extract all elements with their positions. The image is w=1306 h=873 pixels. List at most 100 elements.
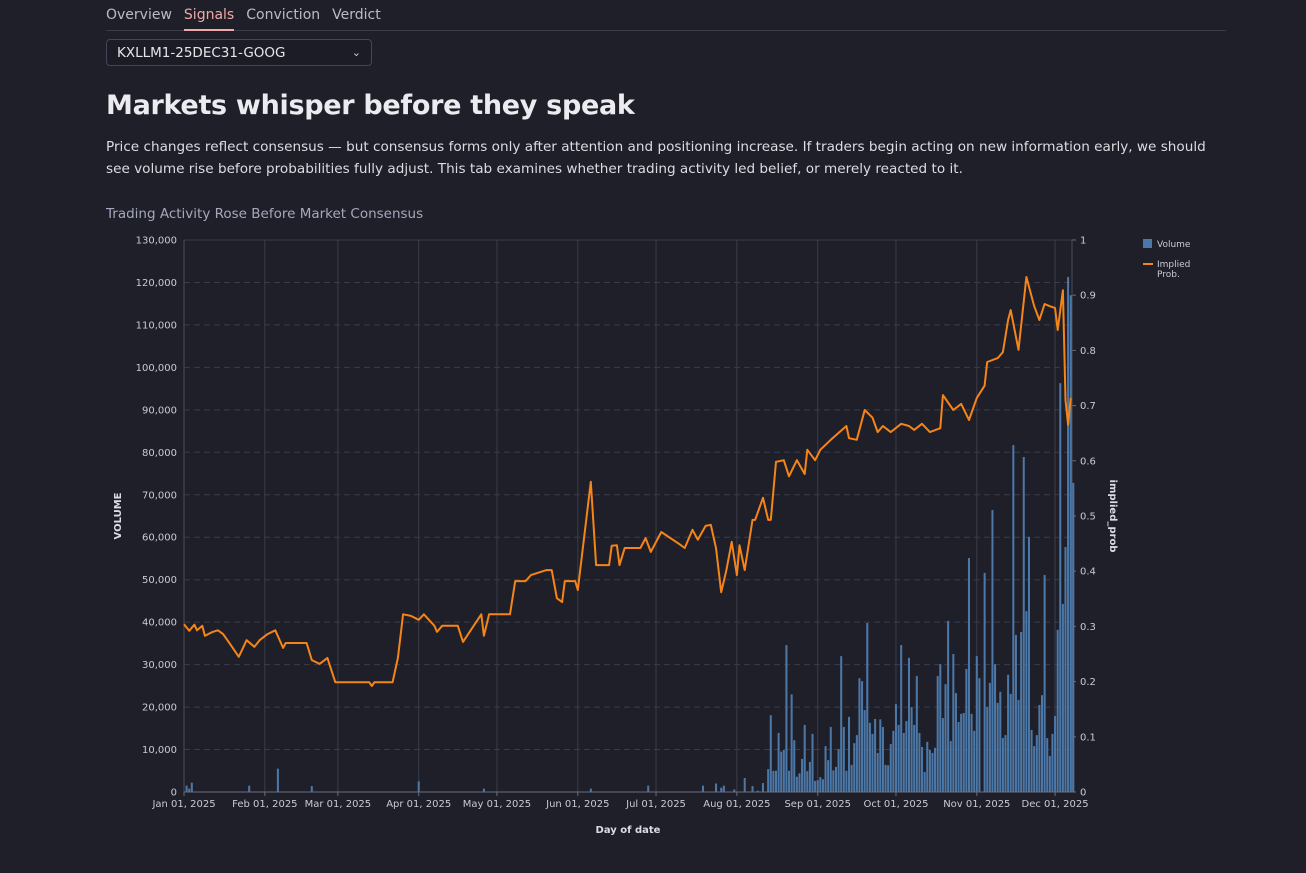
y-tick-label: 0 — [171, 788, 177, 799]
volume-bar — [848, 716, 851, 792]
volume-bar — [970, 713, 973, 792]
volume-bar — [720, 787, 723, 792]
y2-tick-label: 0.2 — [1080, 677, 1096, 688]
volume-bar — [928, 749, 931, 792]
volume-bar — [960, 713, 963, 792]
volume-bar — [1064, 546, 1067, 792]
volume-bar — [589, 788, 592, 792]
volume-bar — [1059, 383, 1062, 792]
x-tick-label: Oct 01, 2025 — [863, 799, 928, 810]
volume-bar — [991, 510, 994, 792]
volume-bar — [777, 732, 780, 792]
x-tick-label: Nov 01, 2025 — [943, 799, 1010, 810]
market-select[interactable]: KXLLM1-25DEC31-GOOG ⌄ — [106, 39, 372, 66]
volume-bar — [785, 645, 788, 792]
y2-tick-label: 0.7 — [1080, 401, 1096, 412]
y2-tick-label: 0.1 — [1080, 732, 1096, 743]
volume-bar — [1061, 603, 1064, 792]
tab-overview[interactable]: Overview — [106, 7, 172, 23]
volume-bar — [248, 785, 251, 792]
volume-bar — [910, 707, 913, 792]
tab-conviction[interactable]: Conviction — [246, 7, 321, 23]
x-tick-label: May 01, 2025 — [463, 799, 531, 810]
volume-bar — [798, 773, 801, 792]
chevron-down-icon: ⌄ — [351, 46, 361, 59]
volume-bar — [832, 770, 835, 792]
y-tick-label: 20,000 — [142, 703, 177, 714]
y2-tick-label: 0.5 — [1080, 512, 1096, 523]
volume-bar — [772, 770, 775, 792]
y2-tick-label: 0 — [1080, 788, 1086, 799]
volume-bar — [806, 771, 809, 792]
volume-bar — [774, 770, 778, 792]
volume-bar — [788, 770, 791, 792]
volume-bar — [715, 783, 718, 792]
volume-bar — [868, 722, 871, 792]
volume-bar — [1051, 733, 1054, 792]
volume-bar — [782, 749, 785, 792]
tab-signals[interactable]: Signals — [183, 0, 235, 31]
y-axis-title: VOLUME — [113, 492, 124, 539]
volume-bar — [900, 645, 903, 792]
y-tick-label: 50,000 — [142, 575, 177, 586]
volume-bar — [986, 707, 989, 792]
y-tick-label: 10,000 — [142, 745, 177, 756]
volume-bar — [996, 702, 999, 792]
volume-bar — [647, 785, 650, 792]
volume-bar — [185, 785, 188, 792]
y-tick-label: 80,000 — [142, 448, 177, 459]
volume-bar — [905, 721, 908, 792]
volume-bar — [1001, 738, 1004, 792]
volume-bar — [918, 732, 921, 792]
volume-bar — [829, 727, 832, 792]
y-tick-label: 100,000 — [136, 363, 177, 374]
y-tick-label: 90,000 — [142, 405, 177, 416]
volume-bar — [1054, 715, 1057, 792]
x-tick-label: Jul 01, 2025 — [625, 799, 686, 810]
volume-bar — [1033, 746, 1036, 792]
volume-bar — [1009, 693, 1012, 792]
x-axis-title: Day of date — [596, 825, 661, 836]
volume-bar — [897, 724, 900, 792]
volume-bar — [1004, 735, 1007, 792]
volume-bar — [923, 772, 926, 792]
volume-bar — [188, 788, 191, 792]
volume-bar — [1020, 631, 1023, 792]
y2-tick-label: 0.9 — [1080, 291, 1096, 302]
volume-bar — [701, 785, 704, 792]
volume-bar — [811, 733, 814, 792]
volume-bar — [795, 776, 798, 792]
volume-bar — [999, 691, 1002, 792]
volume-bar — [756, 790, 759, 792]
volume-bar — [834, 766, 837, 792]
volume-bar — [814, 780, 817, 792]
volume-bar — [902, 732, 905, 792]
volume-bar — [801, 758, 804, 792]
volume-bar — [1048, 755, 1051, 792]
volume-bar — [894, 704, 897, 792]
volume-bar — [939, 664, 942, 792]
volume-bar — [947, 620, 950, 792]
market-select-value: KXLLM1-25DEC31-GOOG — [117, 44, 286, 61]
volume-bar — [952, 654, 955, 792]
volume-bar — [761, 783, 764, 792]
volume-bar — [954, 693, 957, 792]
implied-prob-line — [183, 276, 1072, 687]
volume-bar — [861, 681, 864, 792]
volume-bar — [994, 664, 997, 792]
volume-bar — [845, 770, 848, 792]
x-tick-label: Jan 01, 2025 — [151, 799, 215, 810]
volume-bar — [881, 727, 884, 792]
volume-bar — [887, 765, 890, 792]
volume-bar — [1043, 575, 1046, 792]
legend-prob-label: Implied — [1157, 260, 1190, 270]
volume-bar — [1067, 276, 1070, 792]
volume-bar — [889, 744, 892, 792]
volume-bar — [921, 746, 924, 792]
y-tick-label: 120,000 — [136, 278, 177, 289]
volume-bar — [913, 724, 916, 792]
y-tick-label: 60,000 — [142, 533, 177, 544]
tab-verdict[interactable]: Verdict — [332, 7, 381, 23]
y-tick-label: 40,000 — [142, 618, 177, 629]
